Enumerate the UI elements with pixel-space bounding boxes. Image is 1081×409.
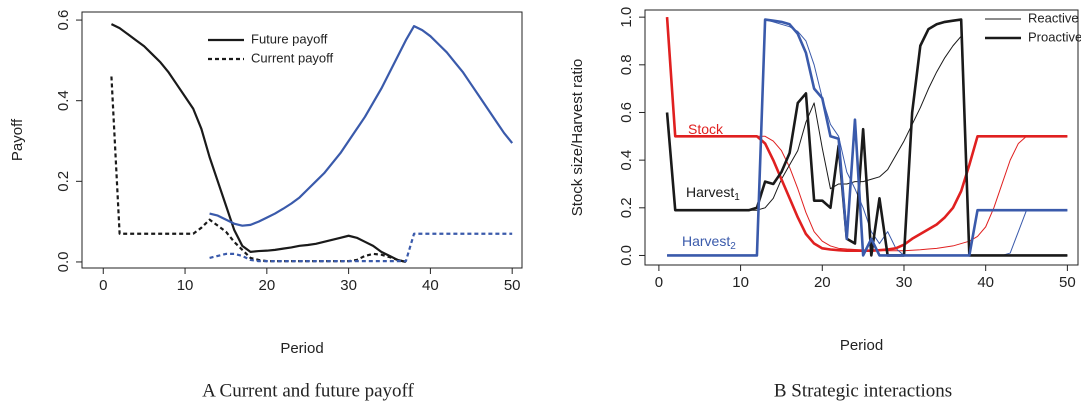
- legend-label: Current payoff: [251, 50, 334, 65]
- legend-label: Reactive: [1028, 10, 1079, 25]
- legend-label: Proactive: [1028, 29, 1081, 44]
- x-tick-label: 30: [340, 277, 357, 294]
- series-line: [665, 17, 1068, 252]
- series-line: [665, 18, 1068, 257]
- series-line: [666, 17, 1068, 252]
- annotation: Harvest2: [682, 233, 736, 252]
- series-line: [666, 35, 1068, 256]
- y-tick-label: 1.0: [618, 7, 635, 28]
- y-axis-label: Payoff: [9, 118, 26, 161]
- annotation: Stock: [688, 121, 724, 137]
- y-tick-label: 0.4: [618, 150, 635, 171]
- y-axis-label: Stock size/Harvest ratio: [569, 59, 586, 217]
- x-tick-label: 0: [655, 274, 663, 291]
- x-tick-label: 40: [422, 277, 439, 294]
- caption: A Current and future payoff: [202, 380, 414, 401]
- x-tick-label: 10: [177, 277, 194, 294]
- x-tick-label: 0: [99, 277, 107, 294]
- series-line: [209, 25, 514, 227]
- x-tick-label: 50: [504, 277, 521, 294]
- annotation: Harvest1: [686, 184, 740, 203]
- y-tick-label: 0.8: [618, 54, 635, 75]
- y-tick-label: 0.6: [618, 102, 635, 123]
- plot-frame: [81, 11, 523, 269]
- x-tick-label: 20: [814, 274, 831, 291]
- legend-label: Future payoff: [251, 31, 328, 46]
- plot-frame: [644, 9, 1079, 266]
- x-axis-label: Period: [840, 337, 883, 354]
- y-tick-label: 0.6: [55, 10, 72, 31]
- x-tick-label: 50: [1059, 274, 1076, 291]
- x-tick-label: 40: [977, 274, 994, 291]
- annotation-subscript: 1: [734, 192, 740, 203]
- y-tick-label: 0.2: [55, 171, 72, 192]
- y-tick-label: 0.2: [618, 197, 635, 218]
- annotation-subscript: 2: [730, 241, 736, 252]
- annotation-text: Stock: [688, 121, 724, 137]
- y-tick-label: 0.0: [618, 245, 635, 266]
- series-line: [110, 76, 407, 264]
- series-line: [209, 232, 513, 263]
- series-line: [667, 18, 1068, 257]
- annotation-text: Harvest: [686, 184, 734, 200]
- x-tick-label: 30: [896, 274, 913, 291]
- caption: B Strategic interactions: [774, 380, 952, 401]
- annotation-text: Harvest: [682, 233, 730, 249]
- x-axis-label: Period: [280, 340, 323, 357]
- x-tick-label: 10: [732, 274, 749, 291]
- x-tick-label: 20: [258, 277, 275, 294]
- series-line: [110, 23, 407, 264]
- y-tick-label: 0.0: [55, 252, 72, 273]
- y-tick-label: 0.4: [55, 90, 72, 111]
